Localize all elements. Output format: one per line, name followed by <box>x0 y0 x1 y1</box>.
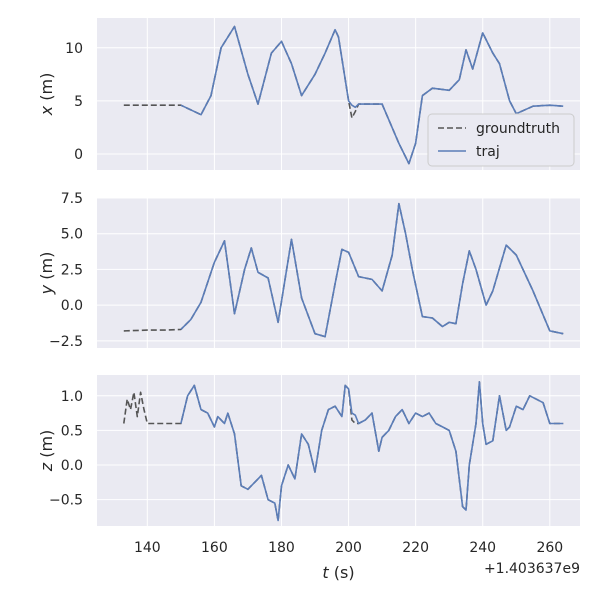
y-tick-label: 2.5 <box>61 262 83 278</box>
panel-x: 0 5 10 x (m) groundtruth traj <box>37 18 580 170</box>
legend-label-groundtruth: groundtruth <box>476 121 560 137</box>
x-tick-label: 140 <box>134 540 161 556</box>
x-tick-label: 160 <box>201 540 228 556</box>
y-tick-label: 0.0 <box>61 298 83 314</box>
legend-label-traj: traj <box>476 144 500 160</box>
y-tick-label: 0 <box>74 147 83 163</box>
y-axis-label-var: z <box>37 462 56 472</box>
y-axis-label: z (m) <box>37 430 56 473</box>
y-tick-label: 0.0 <box>61 458 83 474</box>
x-axis-label-var: t <box>322 563 329 582</box>
y-axis-label-unit: (m) <box>37 430 56 463</box>
x-axis-label-unit: (s) <box>329 563 355 582</box>
y-tick-label: 0.5 <box>61 423 83 439</box>
x-tick-label: 200 <box>335 540 362 556</box>
x-tick-label: 240 <box>469 540 496 556</box>
panel-z: −0.5 0.0 0.5 1.0 z (m) <box>37 375 580 526</box>
x-tick-label: 260 <box>536 540 563 556</box>
x-tick-label: 220 <box>402 540 429 556</box>
series-line-traj <box>180 381 564 522</box>
y-axis-label-var: x <box>37 105 56 116</box>
y-axis-label-unit: (m) <box>37 73 56 106</box>
y-tick-label: −0.5 <box>49 493 83 509</box>
y-tick-label: 1.0 <box>61 389 83 405</box>
plot-background <box>97 198 580 348</box>
y-axis-label: x (m) <box>37 73 56 117</box>
y-axis-label-unit: (m) <box>37 252 56 285</box>
series-line-traj <box>180 25 564 165</box>
y-tick-label: 7.5 <box>61 191 83 207</box>
y-axis-label: y (m) <box>37 252 56 296</box>
x-axis-label: t (s) <box>322 563 354 582</box>
y-tick-label: −2.5 <box>49 334 83 350</box>
y-axis-label-var: y <box>37 284 56 295</box>
plot-background <box>97 375 580 526</box>
legend: groundtruth traj <box>427 113 575 167</box>
y-tick-label: 10 <box>65 41 83 57</box>
x-tick-label: 180 <box>268 540 295 556</box>
panel-y: −2.5 0.0 2.5 5.0 7.5 y (m) <box>37 191 580 350</box>
y-tick-label: 5.0 <box>61 227 83 243</box>
series-line-traj <box>180 202 564 338</box>
y-tick-label: 5 <box>74 94 83 110</box>
x-offset-label: +1.403637e9 <box>484 561 580 577</box>
legend-box <box>427 113 575 167</box>
